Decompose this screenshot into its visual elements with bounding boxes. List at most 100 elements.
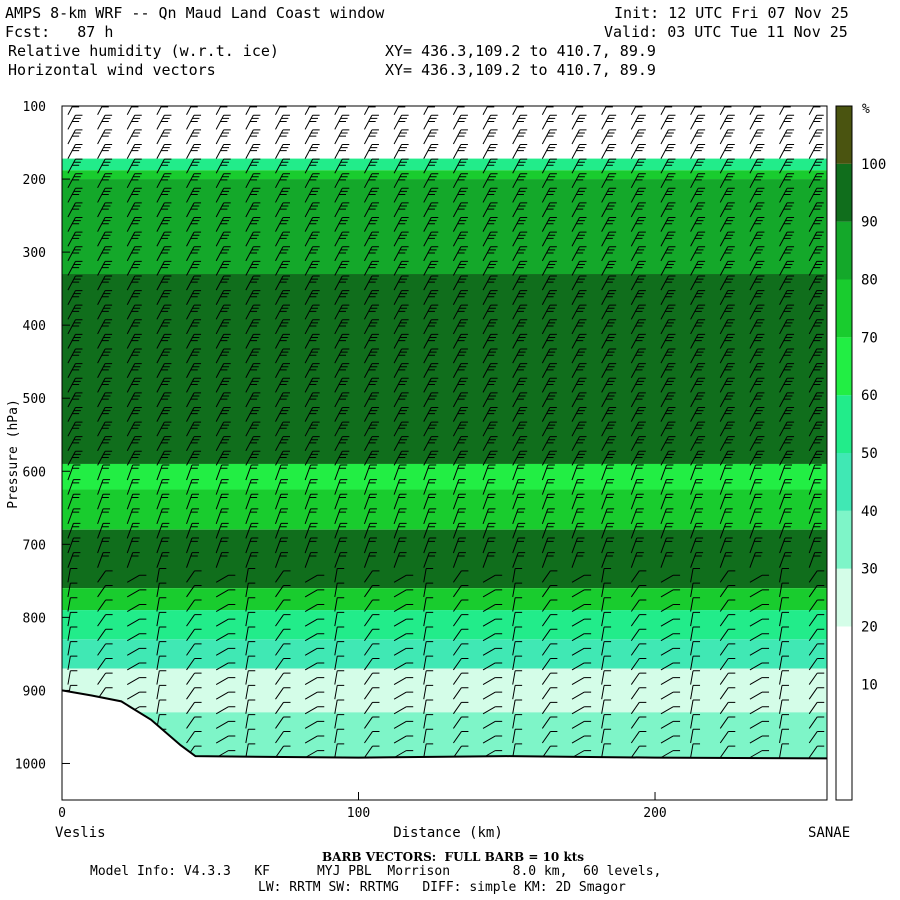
wind-barb — [541, 406, 557, 422]
wind-barb — [393, 691, 414, 700]
wind-barb — [690, 436, 706, 452]
wind-barb — [452, 406, 468, 422]
wind-barb — [156, 436, 172, 452]
wind-barb — [452, 231, 468, 247]
wind-barb — [97, 246, 113, 262]
wind-barb — [275, 628, 291, 642]
wind-barb — [275, 599, 291, 612]
wind-barb — [512, 129, 528, 145]
wind-barb — [97, 537, 111, 554]
rh-band — [62, 639, 827, 669]
wind-barb — [719, 290, 735, 305]
wind-barb — [215, 421, 231, 437]
wind-barb — [541, 333, 557, 349]
wind-barb — [97, 173, 113, 189]
wind-barb — [571, 377, 587, 393]
wind-barb — [749, 319, 765, 335]
wind-barb — [749, 479, 763, 495]
wind-barb — [512, 231, 528, 247]
wind-barb — [156, 641, 167, 656]
wind-barb — [482, 633, 503, 642]
wind-barb — [215, 479, 229, 495]
wind-barb — [808, 522, 822, 539]
wind-barb — [808, 493, 822, 510]
cross-section-endpoints-1: XY= 436.3,109.2 to 410.7, 89.9 — [385, 42, 656, 60]
wind-barb — [512, 684, 523, 700]
wind-barb — [186, 158, 202, 174]
colorbar-tick-label: 50 — [861, 446, 878, 462]
wind-barb — [482, 217, 498, 232]
colorbar-swatch — [836, 684, 852, 743]
wind-barb — [393, 522, 407, 539]
wind-barb — [719, 421, 735, 437]
wind-barb — [245, 406, 261, 422]
wind-barb — [808, 406, 824, 422]
wind-barb — [452, 436, 468, 452]
wind-barb — [749, 333, 765, 349]
wind-barb — [452, 493, 466, 510]
wind-barb — [690, 202, 706, 218]
wind-barb — [67, 597, 78, 612]
wind-barb — [97, 599, 113, 612]
wind-barb — [275, 716, 291, 729]
wind-barb — [630, 628, 647, 642]
wind-barb — [660, 618, 681, 627]
wind-barb — [660, 677, 681, 686]
wind-barb — [423, 552, 437, 568]
wind-barb — [275, 508, 288, 525]
wind-barb — [571, 618, 592, 627]
wind-barb — [630, 493, 644, 510]
wind-barb — [482, 508, 496, 525]
wind-barb — [660, 260, 676, 276]
rh-band — [62, 529, 827, 589]
wind-barb — [304, 260, 320, 276]
wind-barb — [512, 275, 528, 291]
wind-barb — [275, 202, 290, 218]
wind-barb — [393, 604, 414, 612]
wind-barb — [334, 114, 350, 130]
wind-barb — [364, 657, 380, 671]
y-tick-label: 800 — [23, 611, 46, 626]
wind-barb — [749, 450, 765, 466]
wind-barb — [67, 114, 83, 130]
wind-barb — [660, 589, 681, 598]
wind-barb — [779, 479, 793, 495]
wind-barb — [97, 260, 113, 276]
wind-barb — [779, 743, 789, 758]
wind-barb — [67, 129, 83, 145]
wind-barb — [97, 406, 113, 422]
wind-barb — [749, 187, 765, 203]
wind-barb — [571, 589, 592, 598]
wind-barb — [719, 672, 736, 685]
wind-barb — [126, 114, 142, 130]
wind-barb — [215, 260, 231, 276]
colorbar-frame — [835, 105, 853, 801]
wind-barb — [245, 508, 259, 525]
wind-barb — [571, 158, 587, 174]
wind-barb — [304, 158, 320, 174]
wind-barb — [126, 392, 142, 408]
wind-barb — [334, 655, 345, 671]
wind-barb — [97, 304, 113, 320]
wind-barb — [571, 691, 592, 700]
wind-barb — [719, 217, 735, 232]
wind-barb — [275, 377, 290, 393]
wind-barb — [423, 508, 437, 525]
wind-barb — [749, 217, 765, 232]
wind-barb — [512, 319, 528, 335]
wind-barb — [749, 114, 765, 130]
wind-barb — [156, 114, 172, 130]
wind-barb — [245, 436, 261, 452]
wind-barb — [245, 493, 259, 510]
wind-barb — [690, 392, 706, 408]
wind-barb — [67, 231, 83, 247]
wind-barb — [690, 464, 704, 481]
wind-barb — [215, 114, 231, 130]
wind-barb — [452, 348, 468, 364]
wind-barb — [364, 687, 380, 700]
wind-barb — [245, 275, 261, 291]
wind-barb — [571, 173, 587, 189]
wind-barb — [690, 319, 706, 335]
wind-barb — [364, 173, 379, 189]
wind-barb — [156, 304, 172, 320]
